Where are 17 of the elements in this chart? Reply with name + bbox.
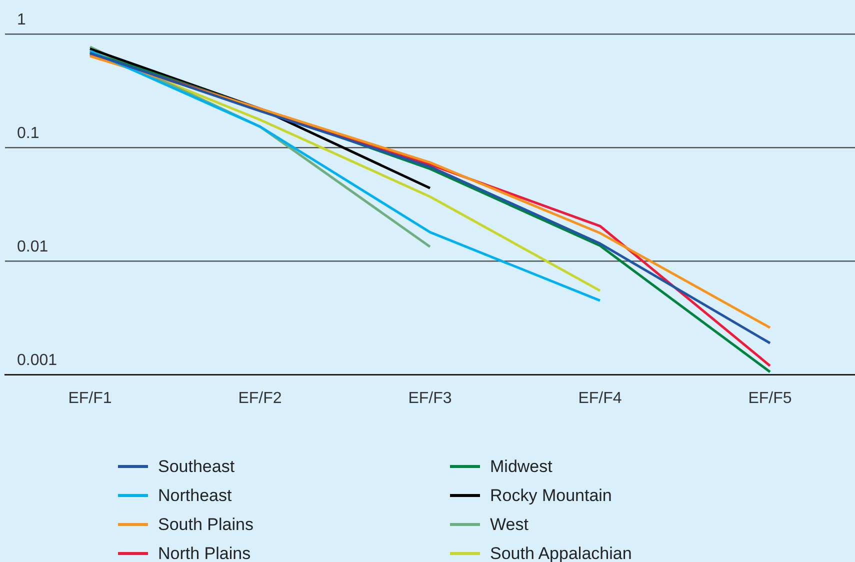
legend-label: Northeast <box>158 486 232 506</box>
x-tick-label: EF/F2 <box>238 390 282 407</box>
y-tick-label: 0.01 <box>17 238 48 256</box>
y-tick-label: 0.1 <box>17 125 40 142</box>
x-tick-label: EF/F1 <box>68 390 112 407</box>
legend-label: Rocky Mountain <box>490 486 612 506</box>
x-tick-label: EF/F5 <box>748 390 792 407</box>
legend-label: Southeast <box>158 456 235 476</box>
y-tick-label: 0.001 <box>17 352 58 370</box>
x-tick-label: EF/F3 <box>408 390 452 407</box>
legend-label: South Plains <box>158 514 254 534</box>
legend-label: North Plains <box>158 544 251 562</box>
legend-label: Midwest <box>490 456 552 476</box>
y-tick-label: 1 <box>17 11 26 28</box>
x-tick-label: EF/F4 <box>578 390 622 407</box>
legend-label: South Appalachian <box>490 544 632 562</box>
legend-label: West <box>490 514 528 534</box>
